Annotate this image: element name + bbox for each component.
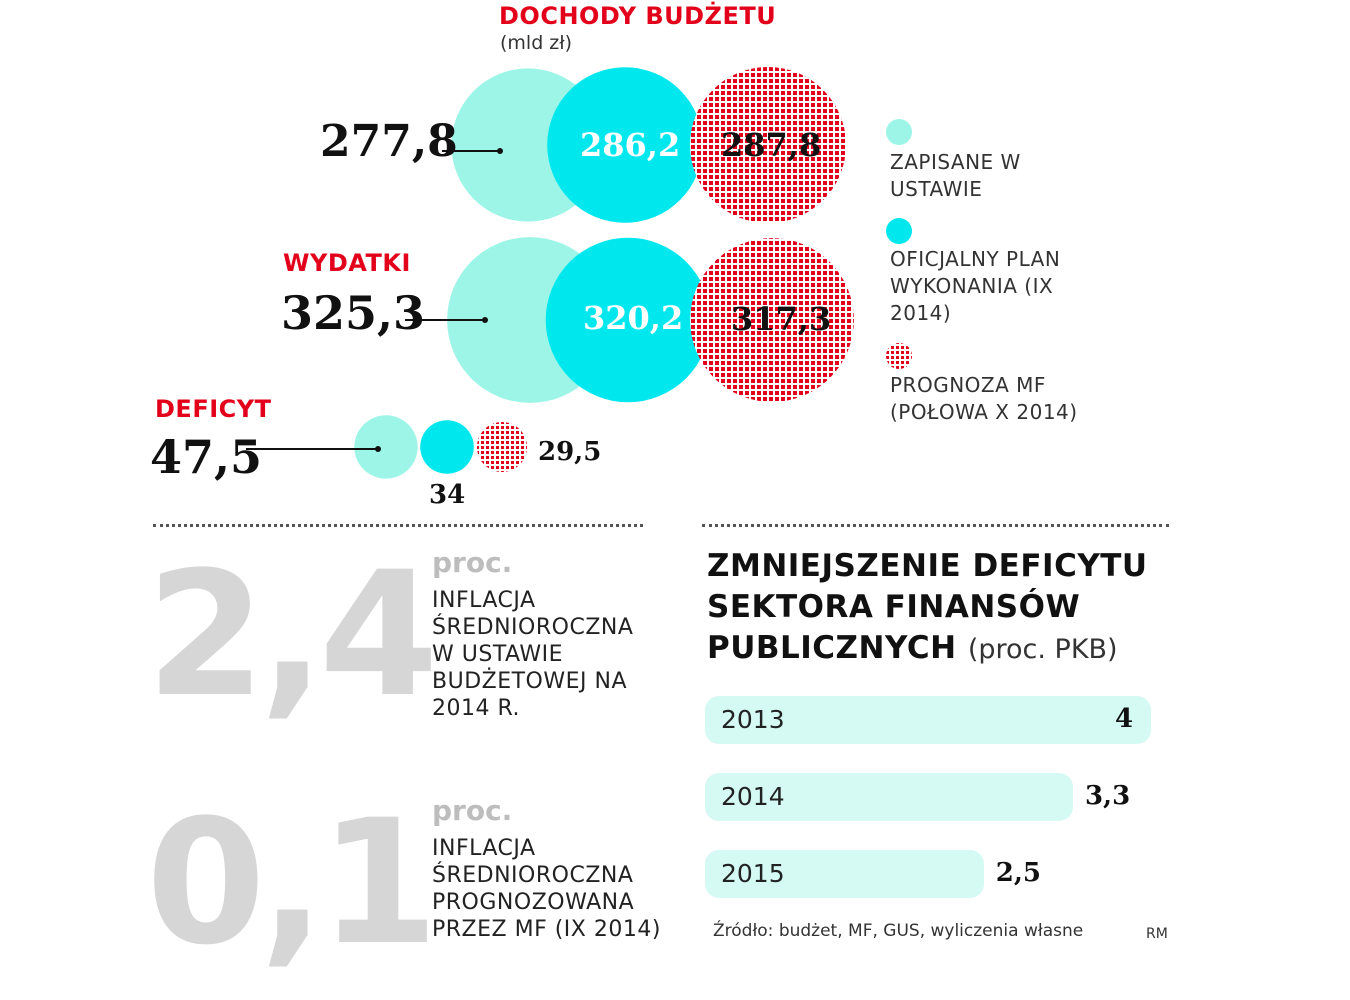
deficyt-plan-bubble bbox=[420, 420, 474, 474]
deficyt-prognoza-bubble bbox=[477, 422, 527, 472]
bar-2013 bbox=[705, 696, 1151, 744]
deficyt-ustawa-bubble bbox=[354, 415, 418, 479]
bar-2015 bbox=[705, 850, 984, 898]
dochody-prognoza-value: 287,8 bbox=[721, 126, 822, 164]
bar-chart-title-text: ZMNIEJSZENIE DEFICYTU SEKTORA FINANSÓW P… bbox=[707, 548, 1148, 666]
wydatki-prognoza-bubble bbox=[690, 238, 854, 402]
bar-label-2014: 2014 bbox=[721, 782, 785, 811]
deficyt-leader-line-end bbox=[375, 446, 381, 452]
divider-right bbox=[702, 524, 1169, 527]
wydatki-title: WYDATKI bbox=[283, 249, 411, 277]
legend-swatch-ustawa bbox=[886, 119, 912, 145]
inflation-ustawa-text: INFLACJA ŚREDNIOROCZNA W USTAWIE BUDŻETO… bbox=[432, 588, 634, 721]
wydatki-plan-value: 320,2 bbox=[583, 299, 684, 337]
bar-value-2015: 2,5 bbox=[995, 858, 1041, 888]
bar-chart-title: ZMNIEJSZENIE DEFICYTU SEKTORA FINANSÓW P… bbox=[707, 546, 1157, 670]
inflation-prognoza-unit: proc. bbox=[432, 794, 513, 827]
legend-item-ustawa: ZAPISANE W USTAWIE bbox=[890, 150, 1021, 201]
author-initials: RM bbox=[1146, 926, 1168, 942]
inflation-ustawa-unit: proc. bbox=[432, 546, 513, 579]
wydatki-plan-bubble bbox=[545, 237, 711, 403]
bar-chart-subtitle: (proc. PKB) bbox=[967, 634, 1118, 665]
wydatki-prognoza-value: 317,3 bbox=[731, 300, 832, 338]
bar-2014 bbox=[705, 773, 1073, 821]
legend-swatch-plan bbox=[886, 218, 912, 244]
dochody-plan-bubble bbox=[547, 67, 703, 223]
inflation-prognoza-value: 0,1 bbox=[146, 782, 439, 983]
inflation-ustawa-value: 2,4 bbox=[146, 534, 439, 735]
bar-value-2013: 4 bbox=[1115, 704, 1134, 734]
bubble-chart-title: DOCHODY BUDŻETU bbox=[499, 2, 777, 30]
divider-left bbox=[153, 524, 643, 527]
source-note: Źródło: budżet, MF, GUS, wyliczenia włas… bbox=[713, 921, 1084, 941]
legend-item-plan: OFICJALNY PLAN WYKONANIA (IX 2014) bbox=[890, 247, 1061, 325]
bubble-chart-unit: (mld zł) bbox=[500, 32, 573, 54]
dochody-prognoza-bubble bbox=[690, 67, 846, 223]
deficyt-title: DEFICYT bbox=[155, 395, 272, 423]
dochody-plan-value: 286,2 bbox=[580, 126, 681, 164]
bar-label-2013: 2013 bbox=[721, 705, 785, 734]
legend-swatch-prognoza bbox=[886, 343, 912, 369]
wydatki-ustawa-value: 325,3 bbox=[281, 286, 426, 340]
bar-label-2015: 2015 bbox=[721, 859, 785, 888]
deficyt-ustawa-value: 47,5 bbox=[150, 430, 263, 484]
inflation-prognoza-text: INFLACJA ŚREDNIOROCZNA PROGNOZOWANA PRZE… bbox=[432, 836, 661, 942]
bar-value-2014: 3,3 bbox=[1084, 781, 1131, 811]
legend-item-prognoza: PROGNOZA MF (POŁOWA X 2014) bbox=[890, 373, 1078, 424]
bubble-chart bbox=[246, 67, 912, 479]
deficyt-plan-value: 34 bbox=[429, 480, 466, 510]
deficyt-prognoza-value: 29,5 bbox=[538, 437, 602, 467]
dochody-ustawa-value: 277,8 bbox=[320, 116, 458, 167]
dochody-leader-line-end bbox=[497, 148, 503, 154]
wydatki-leader-line-end bbox=[482, 317, 488, 323]
